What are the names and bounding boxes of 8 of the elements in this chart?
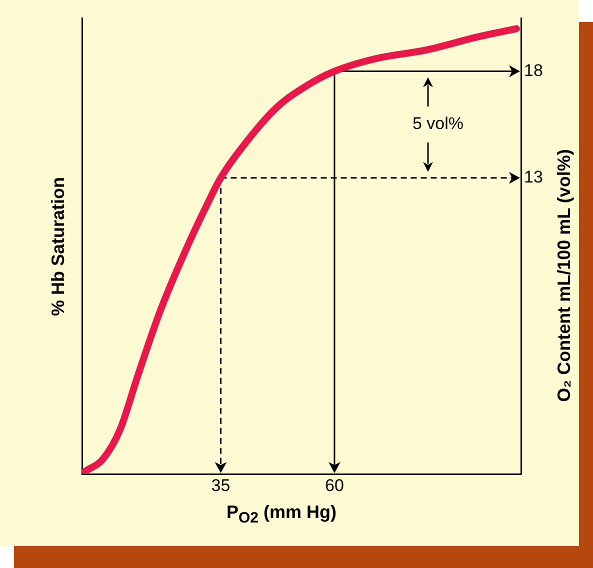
x-tick-label: 60 [325, 476, 344, 495]
y2-tick-label: 18 [524, 60, 543, 80]
x-axis-title: P$_{O2}$ (mm Hg) [226, 502, 337, 527]
y-axis-title: % Hb Saturation [48, 176, 68, 316]
x-tick-label: 35 [211, 476, 230, 495]
y2-axis-title: O₂ Content mL/100 mL (vol%) [553, 148, 574, 402]
annotation: 5 vol% [412, 114, 464, 134]
y2-tick-label: 13 [524, 168, 543, 186]
